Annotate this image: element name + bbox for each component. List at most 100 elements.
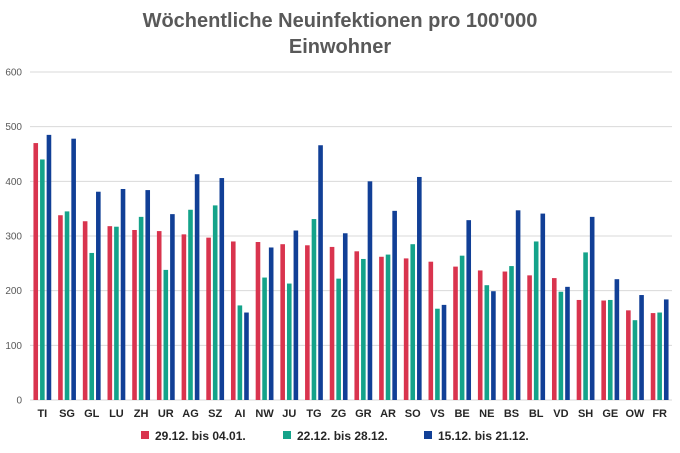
bar-ur-series-2 [163,269,169,400]
x-tick-label-ar: AR [380,408,396,420]
legend-item-2: 22.12. bis 28.12. [283,429,388,443]
legend-label-2: 22.12. bis 28.12. [297,429,388,443]
bar-gr-series-1 [354,251,360,400]
x-tick-label-bl: BL [529,408,544,420]
bar-sh-series-1 [576,299,582,400]
bar-sz-series-2 [212,205,218,400]
bar-vs-series-3 [441,304,447,400]
bar-be-series-1 [453,266,458,400]
x-tick-label-bs: BS [504,408,519,420]
x-tick-label-gr: GR [355,408,372,420]
bar-sh-series-2 [583,252,588,400]
bar-sg-series-2 [64,211,70,400]
bar-sh-series-3 [589,216,595,400]
x-tick-label-sz: SZ [208,408,222,420]
bar-vs-series-1 [428,261,434,400]
bar-tg-series-1 [305,245,310,400]
bar-ag-series-3 [194,174,200,400]
bar-ge-series-3 [614,279,620,400]
gridlines [30,71,672,401]
legend-swatch-3 [424,431,432,439]
y-axis-ticks: 0 100 200 300 400 500 600 [5,68,22,407]
bar-zh-series-2 [138,216,144,400]
bar-ju-series-1 [280,244,285,400]
y-tick-label: 400 [5,177,22,188]
bar-tg-series-3 [318,145,323,400]
legend-item-3: 15.12. bis 21.12. [424,429,529,443]
chart-title-line-1: Wöchentliche Neuinfektionen pro 100'000 [143,10,538,32]
x-tick-label-sh: SH [578,408,593,420]
bar-be-series-2 [459,255,465,400]
bar-ti-series-1 [33,143,39,400]
x-tick-label-fr: FR [652,408,667,420]
x-axis-labels: TI SG GL LU ZH UR AG SZ AI NW JU TG ZG GR AR SO VS BE NE BS… [37,408,667,420]
x-tick-label-ow: OW [625,408,645,420]
x-tick-label-vd: VD [553,408,568,420]
x-tick-label-ju: JU [282,408,296,420]
bar-ai-series-3 [244,312,249,400]
bar-bl-series-2 [533,241,539,400]
bar-lu-series-3 [120,188,126,400]
bar-bl-series-3 [540,213,546,400]
y-tick-label: 100 [5,341,22,352]
bar-sz-series-1 [206,237,211,400]
bar-ag-series-2 [188,209,193,400]
bar-ur-series-3 [170,214,175,400]
bar-ai-series-1 [230,241,236,400]
bar-gr-series-2 [361,258,366,400]
x-tick-label-zh: ZH [134,408,149,420]
bar-sz-series-3 [219,178,225,400]
bar-ar-series-3 [392,210,397,400]
legend-swatch-2 [283,431,291,439]
bar-ne-series-3 [491,291,496,400]
legend-label-3: 15.12. bis 21.12. [438,429,529,443]
bar-ag-series-1 [181,234,187,400]
bar-ow-series-1 [626,310,631,400]
bar-ju-series-2 [286,283,292,400]
bar-ow-series-2 [632,320,638,400]
x-tick-label-ur: UR [158,408,174,420]
bar-sg-series-1 [58,215,63,400]
bar-ge-series-2 [607,299,613,400]
bar-bs-series-2 [509,266,514,400]
x-tick-label-ge: GE [602,408,618,420]
bar-ar-series-1 [379,256,384,400]
bar-gl-series-1 [82,221,88,400]
bar-ne-series-2 [484,285,490,400]
bar-fr-series-3 [663,299,669,400]
x-tick-label-tg: TG [306,408,321,420]
bar-vd-series-3 [565,286,570,400]
bar-vd-series-2 [558,291,564,400]
legend: 29.12. bis 04.01. 22.12. bis 28.12. 15.1… [141,429,529,443]
legend-label-1: 29.12. bis 04.01. [155,429,246,443]
bar-fr-series-1 [650,313,656,400]
legend-swatch-1 [141,431,149,439]
bar-nw-series-2 [262,277,267,400]
x-tick-label-gl: GL [84,408,100,420]
bar-gr-series-3 [367,181,373,400]
y-tick-label: 300 [5,232,22,243]
bar-vd-series-1 [551,278,557,400]
x-tick-label-zg: ZG [331,408,346,420]
chart-title-line-2: Einwohner [289,36,391,58]
legend-item-1: 29.12. bis 04.01. [141,429,246,443]
bar-ai-series-2 [237,305,243,400]
x-tick-label-sg: SG [59,408,75,420]
y-tick-label: 0 [16,396,22,407]
x-tick-label-lu: LU [109,408,124,420]
bar-ju-series-3 [293,230,299,400]
bar-ur-series-1 [156,231,162,400]
bar-so-series-1 [403,258,409,400]
bar-zh-series-3 [145,190,151,400]
bar-bs-series-3 [515,210,521,400]
bar-ge-series-1 [601,300,606,400]
bar-zg-series-1 [329,246,335,400]
bar-ow-series-3 [639,295,644,400]
bar-vs-series-2 [435,308,440,400]
bar-bl-series-1 [527,275,532,400]
bar-ar-series-2 [385,254,391,400]
bar-so-series-3 [417,176,422,400]
x-tick-label-ai: AI [234,408,245,420]
bar-zg-series-3 [342,233,348,400]
